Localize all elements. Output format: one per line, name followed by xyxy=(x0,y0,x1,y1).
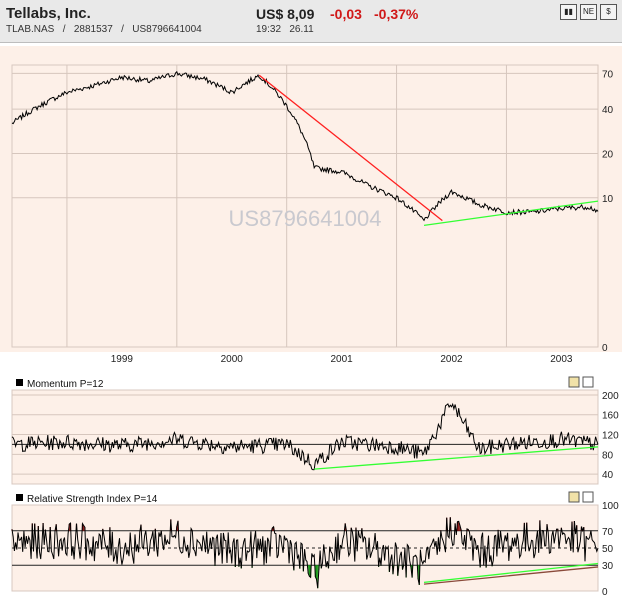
separator: / xyxy=(62,24,66,35)
rsi-series-line xyxy=(11,517,599,589)
chart-icon: ▮▮ xyxy=(564,7,573,16)
momentum-support-trendline xyxy=(314,446,599,470)
momentum-y-tick-label: 160 xyxy=(602,411,619,422)
rsi-y-tick-label: 50 xyxy=(602,544,614,555)
last-price: US$ 8,09 xyxy=(256,6,315,22)
momentum-plot-frame xyxy=(11,389,599,485)
quote-time: 19:32 xyxy=(256,24,282,35)
price-change-percent: -0,37% xyxy=(374,6,419,22)
momentum-indicator-label: Momentum P=12 xyxy=(27,379,104,390)
momentum-legend-swatch xyxy=(16,379,23,386)
price-y-tick-label: 70 xyxy=(602,69,614,80)
x-year-tick-label: 2001 xyxy=(331,354,354,365)
rsi-y-tick-label: 0 xyxy=(602,587,608,598)
momentum-y-tick-label: 200 xyxy=(602,391,619,402)
price-y-tick-label: 10 xyxy=(602,194,614,205)
news-button[interactable]: NE xyxy=(580,4,597,20)
currency-button[interactable]: $ xyxy=(600,4,617,20)
isin-code: US8796641004 xyxy=(132,24,202,35)
rsi-y-tick-label: 30 xyxy=(602,561,614,572)
rsi-y-tick-label: 100 xyxy=(602,501,619,512)
rsi-support-trendline xyxy=(423,562,599,584)
security-identifiers: TLAB.NAS / 2881537 / US8796641004 xyxy=(6,24,202,35)
momentum-y-tick-label: 80 xyxy=(602,450,614,461)
resistance-trendline xyxy=(258,74,443,222)
isin-watermark: US8796641004 xyxy=(229,206,382,231)
rsi-indicator-label: Relative Strength Index P=14 xyxy=(27,494,158,505)
x-year-tick-label: 1999 xyxy=(111,354,134,365)
price-y-tick-label: 0 xyxy=(602,343,608,354)
chart-view-button[interactable]: ▮▮ xyxy=(560,4,577,20)
price-series-line xyxy=(11,70,599,222)
rsi-support-trendline xyxy=(423,566,599,585)
x-year-tick-label: 2000 xyxy=(221,354,244,365)
momentum-expand-icon xyxy=(568,376,580,388)
x-year-tick-label: 2003 xyxy=(550,354,573,365)
rsi-close-icon xyxy=(582,491,594,503)
rsi-y-tick-label: 70 xyxy=(602,527,614,538)
rsi-expand-icon xyxy=(568,491,580,503)
price-y-tick-label: 20 xyxy=(602,149,614,160)
x-year-tick-label: 2002 xyxy=(440,354,463,365)
momentum-y-tick-label: 120 xyxy=(602,431,619,442)
momentum-y-tick-label: 40 xyxy=(602,470,614,481)
separator: / xyxy=(121,24,124,35)
quote-header: Tellabs, Inc. TLAB.NAS / 2881537 / US879… xyxy=(0,0,622,43)
dollar-icon: $ xyxy=(606,7,611,16)
momentum-header-bar xyxy=(12,376,598,389)
news-icon: NE xyxy=(582,7,595,16)
security-code: 2881537 xyxy=(73,24,113,35)
chart-area: 70 40 20 10 0 1999 2000 2001 2002 2003 US879664100… xyxy=(0,43,622,599)
price-change: -0,03 xyxy=(330,6,362,22)
price-y-tick-label: 40 xyxy=(602,105,614,116)
quote-date: 26.11 xyxy=(289,24,314,35)
company-name: Tellabs, Inc. xyxy=(6,5,91,22)
momentum-series-line xyxy=(11,402,599,471)
rsi-header-bar xyxy=(12,491,598,504)
support-trendline xyxy=(423,200,599,226)
quote-timestamp: 19:32 26.11 xyxy=(256,24,314,35)
rsi-legend-swatch xyxy=(16,494,23,501)
ticker-symbol: TLAB.NAS xyxy=(6,24,55,35)
momentum-close-icon xyxy=(582,376,594,388)
